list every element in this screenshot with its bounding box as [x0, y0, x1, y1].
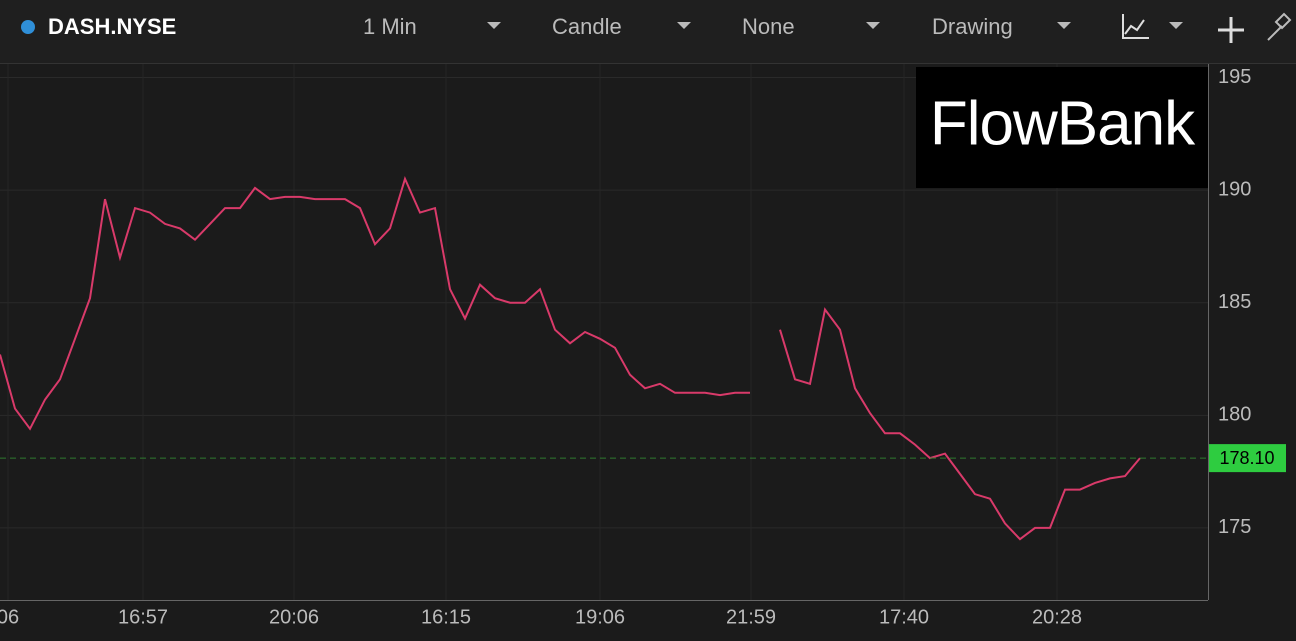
y-tick-label: 180: [1218, 404, 1251, 426]
y-tick-label: 190: [1218, 178, 1251, 200]
style-select[interactable]: Candle: [552, 14, 622, 39]
x-tick-label: 20:28: [1032, 606, 1082, 628]
dropdown-arrow[interactable]: [487, 22, 501, 29]
x-tick-label: 17:40: [879, 606, 929, 628]
crosshair-icon[interactable]: [1218, 17, 1244, 43]
toolbar: [0, 0, 1296, 63]
indicator-icon[interactable]: [1122, 14, 1149, 39]
dropdown-arrow[interactable]: [1169, 22, 1183, 29]
x-tick-label: 16:57: [118, 606, 168, 628]
logo: FlowBank: [930, 89, 1196, 158]
x-tick-label: 16:15: [421, 606, 471, 628]
plot: [0, 64, 1208, 600]
tools-icon[interactable]: [1267, 12, 1292, 41]
study-select[interactable]: None: [742, 14, 795, 39]
interval-select[interactable]: 1 Min: [363, 14, 417, 39]
logo-box: [916, 67, 1208, 188]
dropdown-arrow[interactable]: [1057, 22, 1071, 29]
y-tick-label: 195: [1218, 66, 1251, 88]
dropdown-arrow[interactable]: [677, 22, 691, 29]
last-price-box: [1209, 444, 1286, 473]
y-tick-label: 185: [1218, 291, 1251, 313]
x-tick-label: 20:06: [269, 606, 319, 628]
drawing-select[interactable]: Drawing: [932, 14, 1013, 39]
status-dot: [21, 20, 35, 34]
x-tick-label: 19:06: [575, 606, 625, 628]
symbol[interactable]: DASH.NYSE: [48, 14, 176, 39]
y-tick-label: 175: [1218, 516, 1251, 538]
x-tick-label: 21:59: [726, 606, 776, 628]
price-line: [0, 176, 1141, 541]
x-tick-label: 06: [0, 606, 19, 628]
last-price-label: 178.10: [1219, 448, 1274, 468]
dropdown-arrow[interactable]: [866, 22, 880, 29]
